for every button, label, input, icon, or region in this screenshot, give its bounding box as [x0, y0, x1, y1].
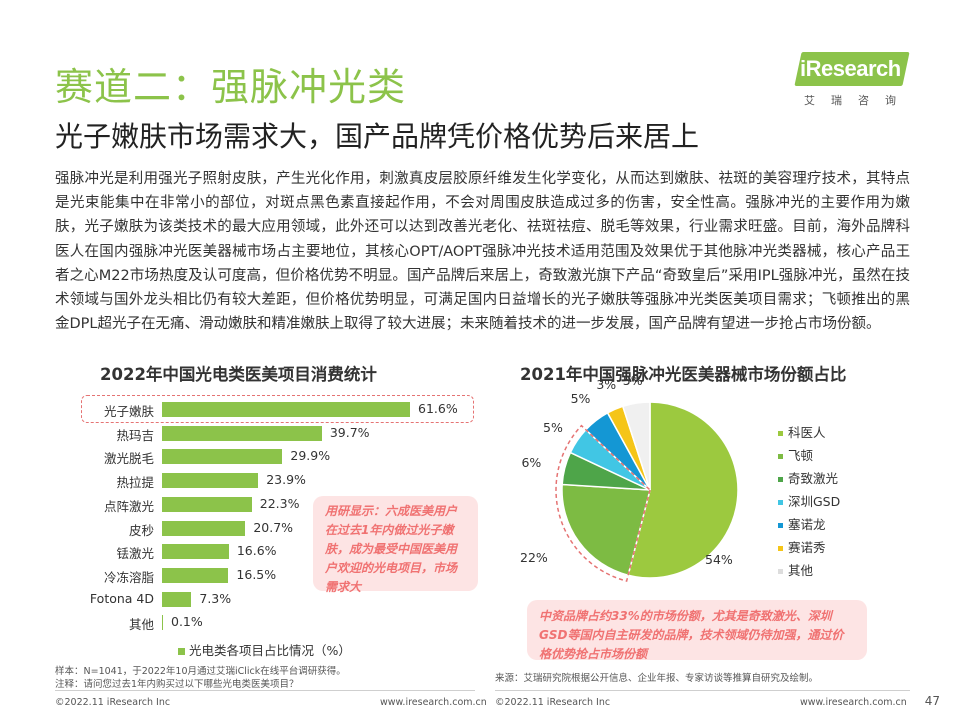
bar: [162, 425, 322, 441]
bar-value-label: 29.9%: [290, 448, 331, 464]
bar-value-label: 61.6%: [418, 401, 458, 416]
bar-value-label: 0.1%: [171, 614, 203, 630]
bar-value-label: 39.7%: [329, 424, 370, 440]
pie-value-label: 54%: [705, 552, 733, 567]
bar-category-label: 冷冻溶脂: [103, 569, 154, 585]
footer-url-right[interactable]: www.iresearch.com.cn: [800, 697, 907, 708]
pie-legend-item: 飞顿: [778, 445, 840, 468]
footer-divider-right: [495, 690, 910, 691]
bar-category-label: 点阵激光: [103, 498, 154, 514]
pie-legend-label: 飞顿: [788, 448, 814, 463]
bar-chart-title: 2022年中国光电类医美项目消费统计: [100, 365, 377, 384]
bar-chart-callout: 用研显示：六成医美用户在过去1年内做过光子嫩肤，成为最受中国医美用户欢迎的光电项…: [313, 496, 478, 594]
legend-dot: [778, 569, 783, 574]
pie-legend-item: 塞诺龙: [778, 514, 840, 537]
pie-chart-legend: 科医人飞顿奇致激光深圳GSD 塞诺龙赛诺秀其他: [778, 422, 840, 583]
bar-category-label: 激光脱毛: [103, 451, 154, 467]
pie-value-label: 5%: [570, 391, 591, 407]
pie-legend-item: 赛诺秀: [778, 537, 840, 560]
legend-dot: [778, 546, 783, 551]
bar: [162, 544, 229, 560]
page-number: 47: [924, 694, 940, 708]
legend-swatch: [178, 648, 185, 655]
bar-category-label: Fotona 4D: [89, 590, 154, 606]
pie-legend-label: 赛诺秀: [788, 540, 826, 555]
sample-note: 样本：N=1041，于2022年10月通过艾瑞iClick在线平台调研获得。: [55, 666, 346, 677]
pie-chart-callout: 中资品牌占约33%的市场份额，尤其是奇致激光、深圳GSD等国内自主研发的品牌，技…: [527, 600, 867, 661]
bar-value-label: 16.6%: [236, 543, 277, 559]
pie-value-label: 22%: [520, 550, 548, 565]
footer-copyright-right: ©2022.11 iResearch Inc: [495, 697, 611, 708]
pie-value-label: 5%: [622, 373, 643, 389]
iresearch-logo: iResearch 艾瑞咨询: [790, 50, 910, 112]
source-note: 来源：艾瑞研究院根据公开信息、企业年报、专家访谈等推算自研究及绘制。: [495, 673, 819, 684]
pie-legend-item: 其他: [778, 560, 840, 583]
bar-value-label: 7.3%: [199, 590, 232, 606]
legend-dot: [778, 500, 783, 505]
bar-value-label: 16.5%: [236, 566, 277, 582]
bar-category-label: 热玛吉: [116, 427, 154, 443]
footer-divider-left: [55, 690, 475, 691]
bar: [162, 615, 163, 631]
legend-dot: [778, 431, 783, 436]
pie-chart-svg: [555, 401, 739, 582]
pie-legend-label: 其他: [788, 563, 814, 578]
bar-value-label: 22.3%: [259, 495, 300, 511]
logo-sub-text: 艾瑞咨询: [804, 94, 912, 107]
bar-category-label: 皮秒: [128, 522, 154, 538]
pie-legend-label: 奇致激光: [788, 471, 839, 486]
pie-chart: [540, 390, 760, 590]
pie-legend-item: 科医人: [778, 422, 840, 445]
bar: [162, 567, 229, 583]
footer-url-left[interactable]: www.iresearch.com.cn: [380, 697, 487, 708]
bar-category-label: 光子嫩肤: [103, 404, 154, 419]
remark-note: 注释：请问您过去1年内购买过以下哪些光电类医美项目？: [55, 679, 299, 690]
pie-slice: [621, 401, 651, 491]
legend-dot: [778, 523, 783, 528]
pie-legend-label: 塞诺龙: [788, 517, 826, 532]
pie-value-label: 6%: [521, 454, 542, 470]
bar-value-label: 20.7%: [253, 519, 294, 535]
legend-dot: [778, 454, 783, 459]
footer-copyright-left: ©2022.11 iResearch Inc: [55, 697, 171, 708]
highlight-box: [81, 395, 474, 423]
pie-value-label: 3%: [596, 377, 617, 393]
bar: [162, 449, 283, 465]
bar-chart-legend: 光电类各项目占比情况（%）: [178, 640, 351, 659]
pie-value-label: 5%: [543, 420, 563, 436]
pie-legend-label: 科医人: [788, 425, 826, 440]
pie-legend-label: 深圳GSD: [788, 494, 841, 509]
pie-highlight-outline: [555, 424, 651, 582]
legend-dot: [778, 477, 783, 482]
page-title: 赛道二：强脉冲光类: [55, 65, 407, 109]
bar: [162, 496, 252, 512]
body-paragraph: 强脉冲光是利用强光子照射皮肤，产生光化作用，刺激真皮层胶原纤维发生化学变化，从而…: [55, 171, 910, 333]
pie-legend-item: 奇致激光: [778, 468, 840, 491]
page-subtitle: 光子嫩肤市场需求大，国产品牌凭价格优势后来居上: [55, 120, 700, 153]
pie-slice: [561, 483, 651, 577]
pie-legend-item: 深圳GSD: [778, 491, 840, 514]
bar: [162, 473, 259, 489]
bar: [162, 520, 246, 536]
pie-chart-title: 2021年中国强脉冲光医美器械市场份额占比: [520, 365, 847, 384]
bar-category-label: 铥激光: [116, 546, 154, 562]
bar-category-label: 热拉提: [116, 475, 154, 491]
logo-brand-text: iResearch: [800, 56, 901, 81]
pie-slice: [627, 401, 739, 579]
bar-category-label: 其他: [128, 617, 154, 633]
bar-value-label: 23.9%: [266, 472, 306, 488]
bar: [162, 591, 192, 607]
bar-legend-label: 光电类各项目占比情况（%）: [189, 643, 351, 658]
bar: [162, 402, 410, 417]
